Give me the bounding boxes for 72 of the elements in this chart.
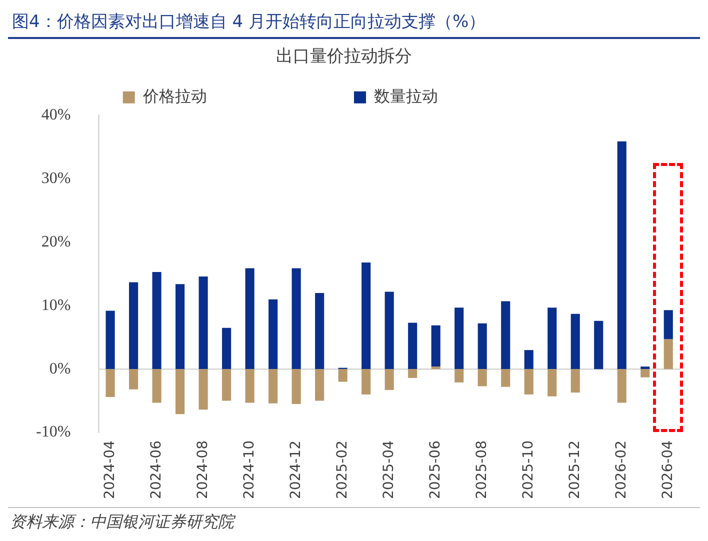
bar bbox=[152, 369, 162, 403]
x-tick-label: 2024-08 bbox=[194, 440, 211, 500]
bar bbox=[129, 369, 138, 390]
bar bbox=[594, 320, 604, 370]
bar bbox=[384, 292, 394, 370]
bar bbox=[478, 323, 487, 370]
y-tick-label: -10% bbox=[36, 424, 71, 441]
bar bbox=[664, 310, 673, 340]
x-tick-label: 2025-12 bbox=[567, 440, 583, 500]
y-tick-label: 0% bbox=[49, 360, 71, 378]
x-tick-label: 2024-10 bbox=[241, 440, 258, 500]
bar bbox=[315, 292, 324, 370]
legend-label: 数量拉动 bbox=[374, 86, 566, 106]
bar bbox=[245, 369, 254, 403]
x-tick-label: 2025-06 bbox=[427, 440, 444, 500]
bar bbox=[548, 369, 557, 396]
chart-subtitle: 出口量价拉动拆分 bbox=[276, 46, 412, 67]
legend-label: 价格拉动 bbox=[142, 86, 334, 106]
bar bbox=[106, 310, 115, 370]
x-tick-label: 2025-08 bbox=[474, 440, 490, 500]
x-tick-label: 2024-06 bbox=[148, 440, 164, 500]
bar bbox=[640, 366, 650, 370]
x-tick-label: 2024-12 bbox=[288, 440, 304, 500]
bar bbox=[245, 268, 254, 370]
x-tick-label: 2025-02 bbox=[334, 440, 350, 500]
bar bbox=[198, 369, 208, 410]
bar bbox=[338, 369, 348, 382]
bar bbox=[501, 369, 510, 387]
chart-title: 图4：价格因素对出口增速自 4 月开始转向正向拉动支撑（%） bbox=[8, 8, 700, 39]
bar bbox=[106, 369, 115, 397]
bar bbox=[315, 369, 324, 401]
bar bbox=[292, 268, 301, 370]
bar bbox=[268, 299, 278, 370]
x-tick-label: 2026-04 bbox=[660, 440, 676, 500]
bar bbox=[129, 282, 138, 370]
bar bbox=[292, 369, 301, 404]
bar bbox=[176, 369, 185, 414]
y-tick-label: 20% bbox=[41, 233, 71, 250]
bar bbox=[617, 141, 626, 370]
bar bbox=[664, 339, 673, 370]
bar bbox=[478, 369, 487, 386]
bar bbox=[548, 308, 557, 370]
y-tick-label: 40% bbox=[41, 106, 71, 124]
bar bbox=[268, 369, 278, 404]
bar bbox=[198, 276, 208, 370]
x-tick-label: 2025-04 bbox=[380, 440, 397, 500]
y-tick-label: 10% bbox=[41, 296, 71, 314]
bar bbox=[454, 369, 464, 382]
bar bbox=[408, 369, 418, 378]
bar bbox=[222, 328, 232, 370]
x-tick-label: 2026-02 bbox=[614, 440, 630, 500]
bar bbox=[152, 272, 162, 370]
bar bbox=[176, 284, 185, 370]
bar bbox=[454, 308, 464, 370]
bar bbox=[617, 369, 626, 403]
bar bbox=[408, 322, 418, 370]
bar bbox=[501, 301, 510, 370]
bar bbox=[222, 369, 232, 401]
bar bbox=[524, 350, 534, 370]
y-tick-label: 30% bbox=[41, 170, 71, 188]
bar bbox=[570, 369, 580, 393]
text: 资料来源：中国银河证券研究院 bbox=[8, 508, 700, 537]
bar bbox=[362, 369, 371, 394]
bar bbox=[362, 262, 371, 370]
bar bbox=[431, 325, 440, 367]
bar bbox=[640, 369, 650, 378]
bar bbox=[570, 314, 580, 370]
bar bbox=[384, 369, 394, 390]
x-tick-label: 2024-04 bbox=[102, 440, 118, 500]
bar bbox=[524, 369, 534, 394]
x-tick-label: 2025-10 bbox=[520, 440, 536, 500]
bar bbox=[431, 366, 440, 370]
